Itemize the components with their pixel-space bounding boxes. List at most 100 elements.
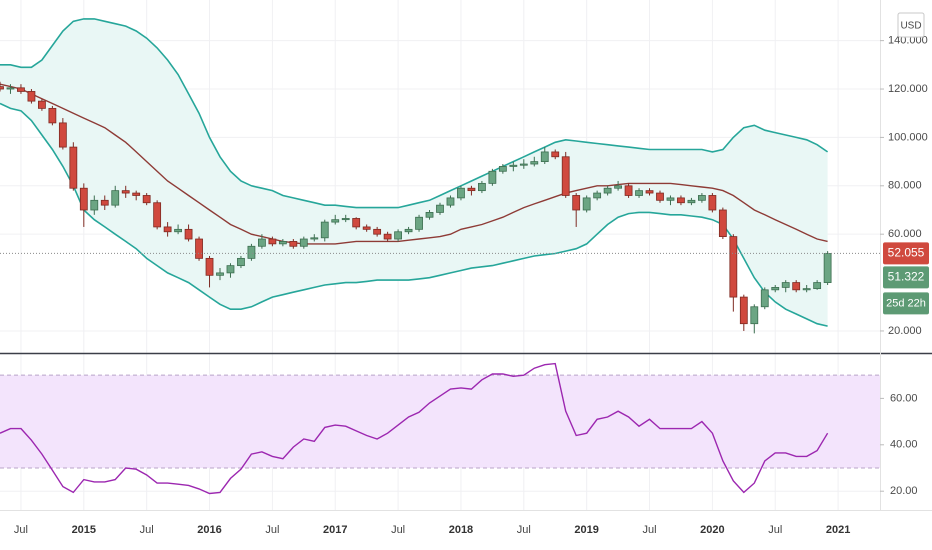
candle-body bbox=[802, 288, 811, 291]
candle-body bbox=[792, 282, 801, 291]
candle-body bbox=[813, 282, 822, 290]
candle-body bbox=[289, 241, 298, 247]
candle-body bbox=[823, 253, 832, 283]
candle-body bbox=[174, 228, 182, 233]
candle-body bbox=[519, 163, 528, 166]
candle-body bbox=[258, 238, 266, 247]
candle-body bbox=[760, 289, 769, 308]
candle-body bbox=[195, 238, 203, 259]
x-tick-label: Jul bbox=[517, 524, 531, 536]
candle-body bbox=[718, 209, 727, 238]
candle-body bbox=[457, 187, 465, 199]
candle-body bbox=[781, 282, 790, 288]
candle-body bbox=[0, 86, 4, 90]
x-tick-label: Jul bbox=[768, 524, 782, 536]
candle-body bbox=[79, 187, 88, 211]
axes: Jul 2015 Jul 2016 Jul 2017 Jul 2018 Jul 2019 Jul 20… bbox=[14, 35, 929, 536]
band-middle bbox=[0, 83, 828, 245]
candle-body bbox=[6, 87, 15, 90]
candle-body bbox=[750, 306, 759, 325]
candle-body bbox=[299, 238, 308, 247]
candle-body bbox=[310, 237, 319, 240]
candle-body bbox=[394, 231, 402, 240]
band-lower bbox=[0, 102, 828, 327]
candle-body bbox=[677, 197, 685, 204]
candle-body bbox=[362, 226, 371, 230]
x-tick-label: Jul bbox=[140, 524, 154, 536]
candle-body bbox=[540, 151, 549, 163]
candle-body bbox=[352, 218, 361, 228]
x-tick-label: Jul bbox=[14, 524, 28, 536]
candle-body bbox=[635, 190, 643, 196]
x-tick-label: 2019 bbox=[574, 524, 598, 536]
x-tick-label: 2021 bbox=[826, 524, 850, 536]
x-tick-label: 2015 bbox=[72, 524, 96, 536]
y-tick-label: 120.000 bbox=[888, 83, 928, 95]
price-pane bbox=[0, 18, 880, 334]
rsi-tick-label: 20.00 bbox=[890, 485, 918, 497]
y-tick-label: 60.000 bbox=[888, 228, 922, 240]
band-fill bbox=[0, 18, 828, 327]
x-tick-label: Jul bbox=[391, 524, 405, 536]
candle-body bbox=[603, 187, 612, 194]
rsi-band-fill bbox=[0, 375, 880, 469]
currency-box[interactable] bbox=[897, 12, 925, 38]
candle-body bbox=[121, 190, 130, 194]
candle-body bbox=[572, 195, 581, 211]
candle-body bbox=[278, 241, 287, 245]
candle-body bbox=[687, 199, 696, 204]
candle-body bbox=[100, 199, 109, 206]
y-tick-label: 100.000 bbox=[888, 131, 928, 143]
price-label-box bbox=[883, 266, 929, 289]
x-tick-label: 2018 bbox=[449, 524, 473, 536]
candle-body bbox=[58, 122, 67, 148]
rsi-tick-label: 60.00 bbox=[890, 392, 918, 404]
countdown-box bbox=[883, 292, 929, 315]
candle-body bbox=[425, 212, 434, 218]
x-tick-label: Jul bbox=[642, 524, 656, 536]
y-tick-label: 20.000 bbox=[888, 325, 922, 337]
candle-body bbox=[415, 216, 423, 230]
candle-body bbox=[771, 287, 780, 291]
candle-body bbox=[698, 195, 706, 201]
candle-body bbox=[111, 190, 120, 206]
candle-body bbox=[404, 228, 413, 233]
candle-body bbox=[38, 100, 46, 109]
candle-body bbox=[184, 228, 193, 240]
x-tick-label: Jul bbox=[265, 524, 279, 536]
candle-body bbox=[645, 190, 654, 194]
band-upper bbox=[0, 18, 829, 209]
candle-body bbox=[708, 195, 717, 211]
candle-body bbox=[142, 195, 151, 204]
candle-body bbox=[320, 221, 329, 239]
candle-body bbox=[216, 272, 224, 276]
candle-body bbox=[331, 219, 340, 223]
price-label: 51.322 bbox=[888, 270, 925, 284]
x-tick-label: 2020 bbox=[700, 524, 724, 536]
candle-body bbox=[446, 197, 455, 206]
price-label-box bbox=[883, 242, 929, 265]
candle-body bbox=[624, 185, 633, 196]
candle-body bbox=[582, 197, 591, 211]
candle-body bbox=[551, 151, 560, 158]
candle-body bbox=[132, 192, 141, 196]
candle-body bbox=[739, 296, 748, 325]
candle-body bbox=[656, 192, 664, 201]
currency-label[interactable]: USD bbox=[900, 21, 921, 32]
candle-body bbox=[509, 164, 518, 167]
candle-body bbox=[153, 202, 162, 228]
candle-body bbox=[593, 192, 602, 199]
price-label: 52.055 bbox=[888, 246, 925, 260]
y-tick-label: 80.000 bbox=[888, 180, 922, 192]
candle-body bbox=[341, 218, 350, 221]
candle-body bbox=[383, 233, 392, 240]
rsi-line bbox=[0, 362, 829, 495]
candle-body bbox=[498, 166, 507, 172]
candle-body bbox=[27, 91, 36, 102]
x-tick-label: 2017 bbox=[323, 524, 347, 536]
candle-body bbox=[69, 146, 78, 189]
candle-body bbox=[488, 170, 497, 184]
candle-body bbox=[373, 228, 382, 235]
